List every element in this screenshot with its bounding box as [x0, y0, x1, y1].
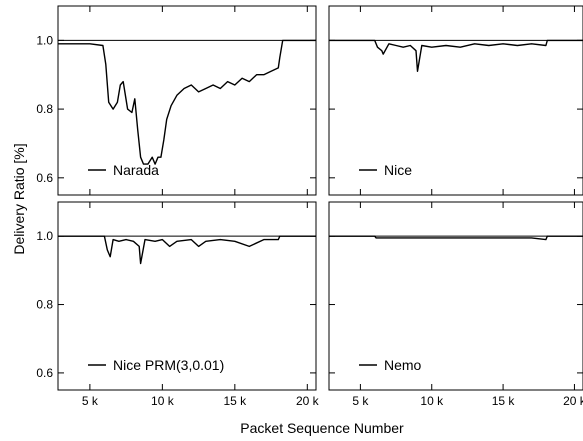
y-tick-label: 0.6 — [36, 366, 53, 380]
y-tick-label: 0.8 — [36, 298, 53, 312]
x-tick-label: 10 k — [151, 394, 175, 408]
y-tick-label: 1.0 — [36, 33, 53, 47]
panel-frame — [57, 201, 317, 391]
series-line — [58, 235, 316, 265]
y-tick-label: 0.8 — [36, 102, 53, 116]
panel-4: 5 k 10 k 15 k 20 k Nemo — [328, 201, 583, 408]
panel-2: Nice — [328, 5, 583, 196]
panel-frame — [57, 5, 317, 196]
x-tick-label: 10 k — [420, 394, 444, 408]
y-tick-label: 0.6 — [36, 171, 53, 185]
x-tick-label: 5 k — [352, 394, 369, 408]
legend-label: Narada — [113, 162, 159, 178]
legend-label: Nice — [384, 162, 412, 178]
x-tick-label: 15 k — [492, 394, 516, 408]
series-line — [329, 39, 583, 72]
y-axis-title: Delivery Ratio [%] — [11, 143, 27, 254]
x-tick-label: 15 k — [223, 394, 247, 408]
y-tick-label: 1.0 — [36, 229, 53, 243]
x-tick-label: 5 k — [82, 394, 99, 408]
x-axis-title: Packet Sequence Number — [240, 420, 404, 436]
series-line — [329, 235, 583, 241]
legend-label: Nemo — [384, 357, 422, 373]
x-tick-label: 20 k — [296, 394, 320, 408]
x-tick-label: 20 k — [563, 394, 583, 408]
panel-frame — [328, 201, 583, 391]
series-line — [58, 39, 316, 165]
legend-label: Nice PRM(3,0.01) — [113, 357, 224, 373]
panel-1: 0.6 0.8 1.0 Narada — [36, 5, 317, 196]
panel-3: 5 k 10 k 15 k 20 k 0.6 0.8 1.0 Nice PRM(3,0.01) — [36, 201, 320, 408]
panel-frame — [328, 5, 583, 196]
